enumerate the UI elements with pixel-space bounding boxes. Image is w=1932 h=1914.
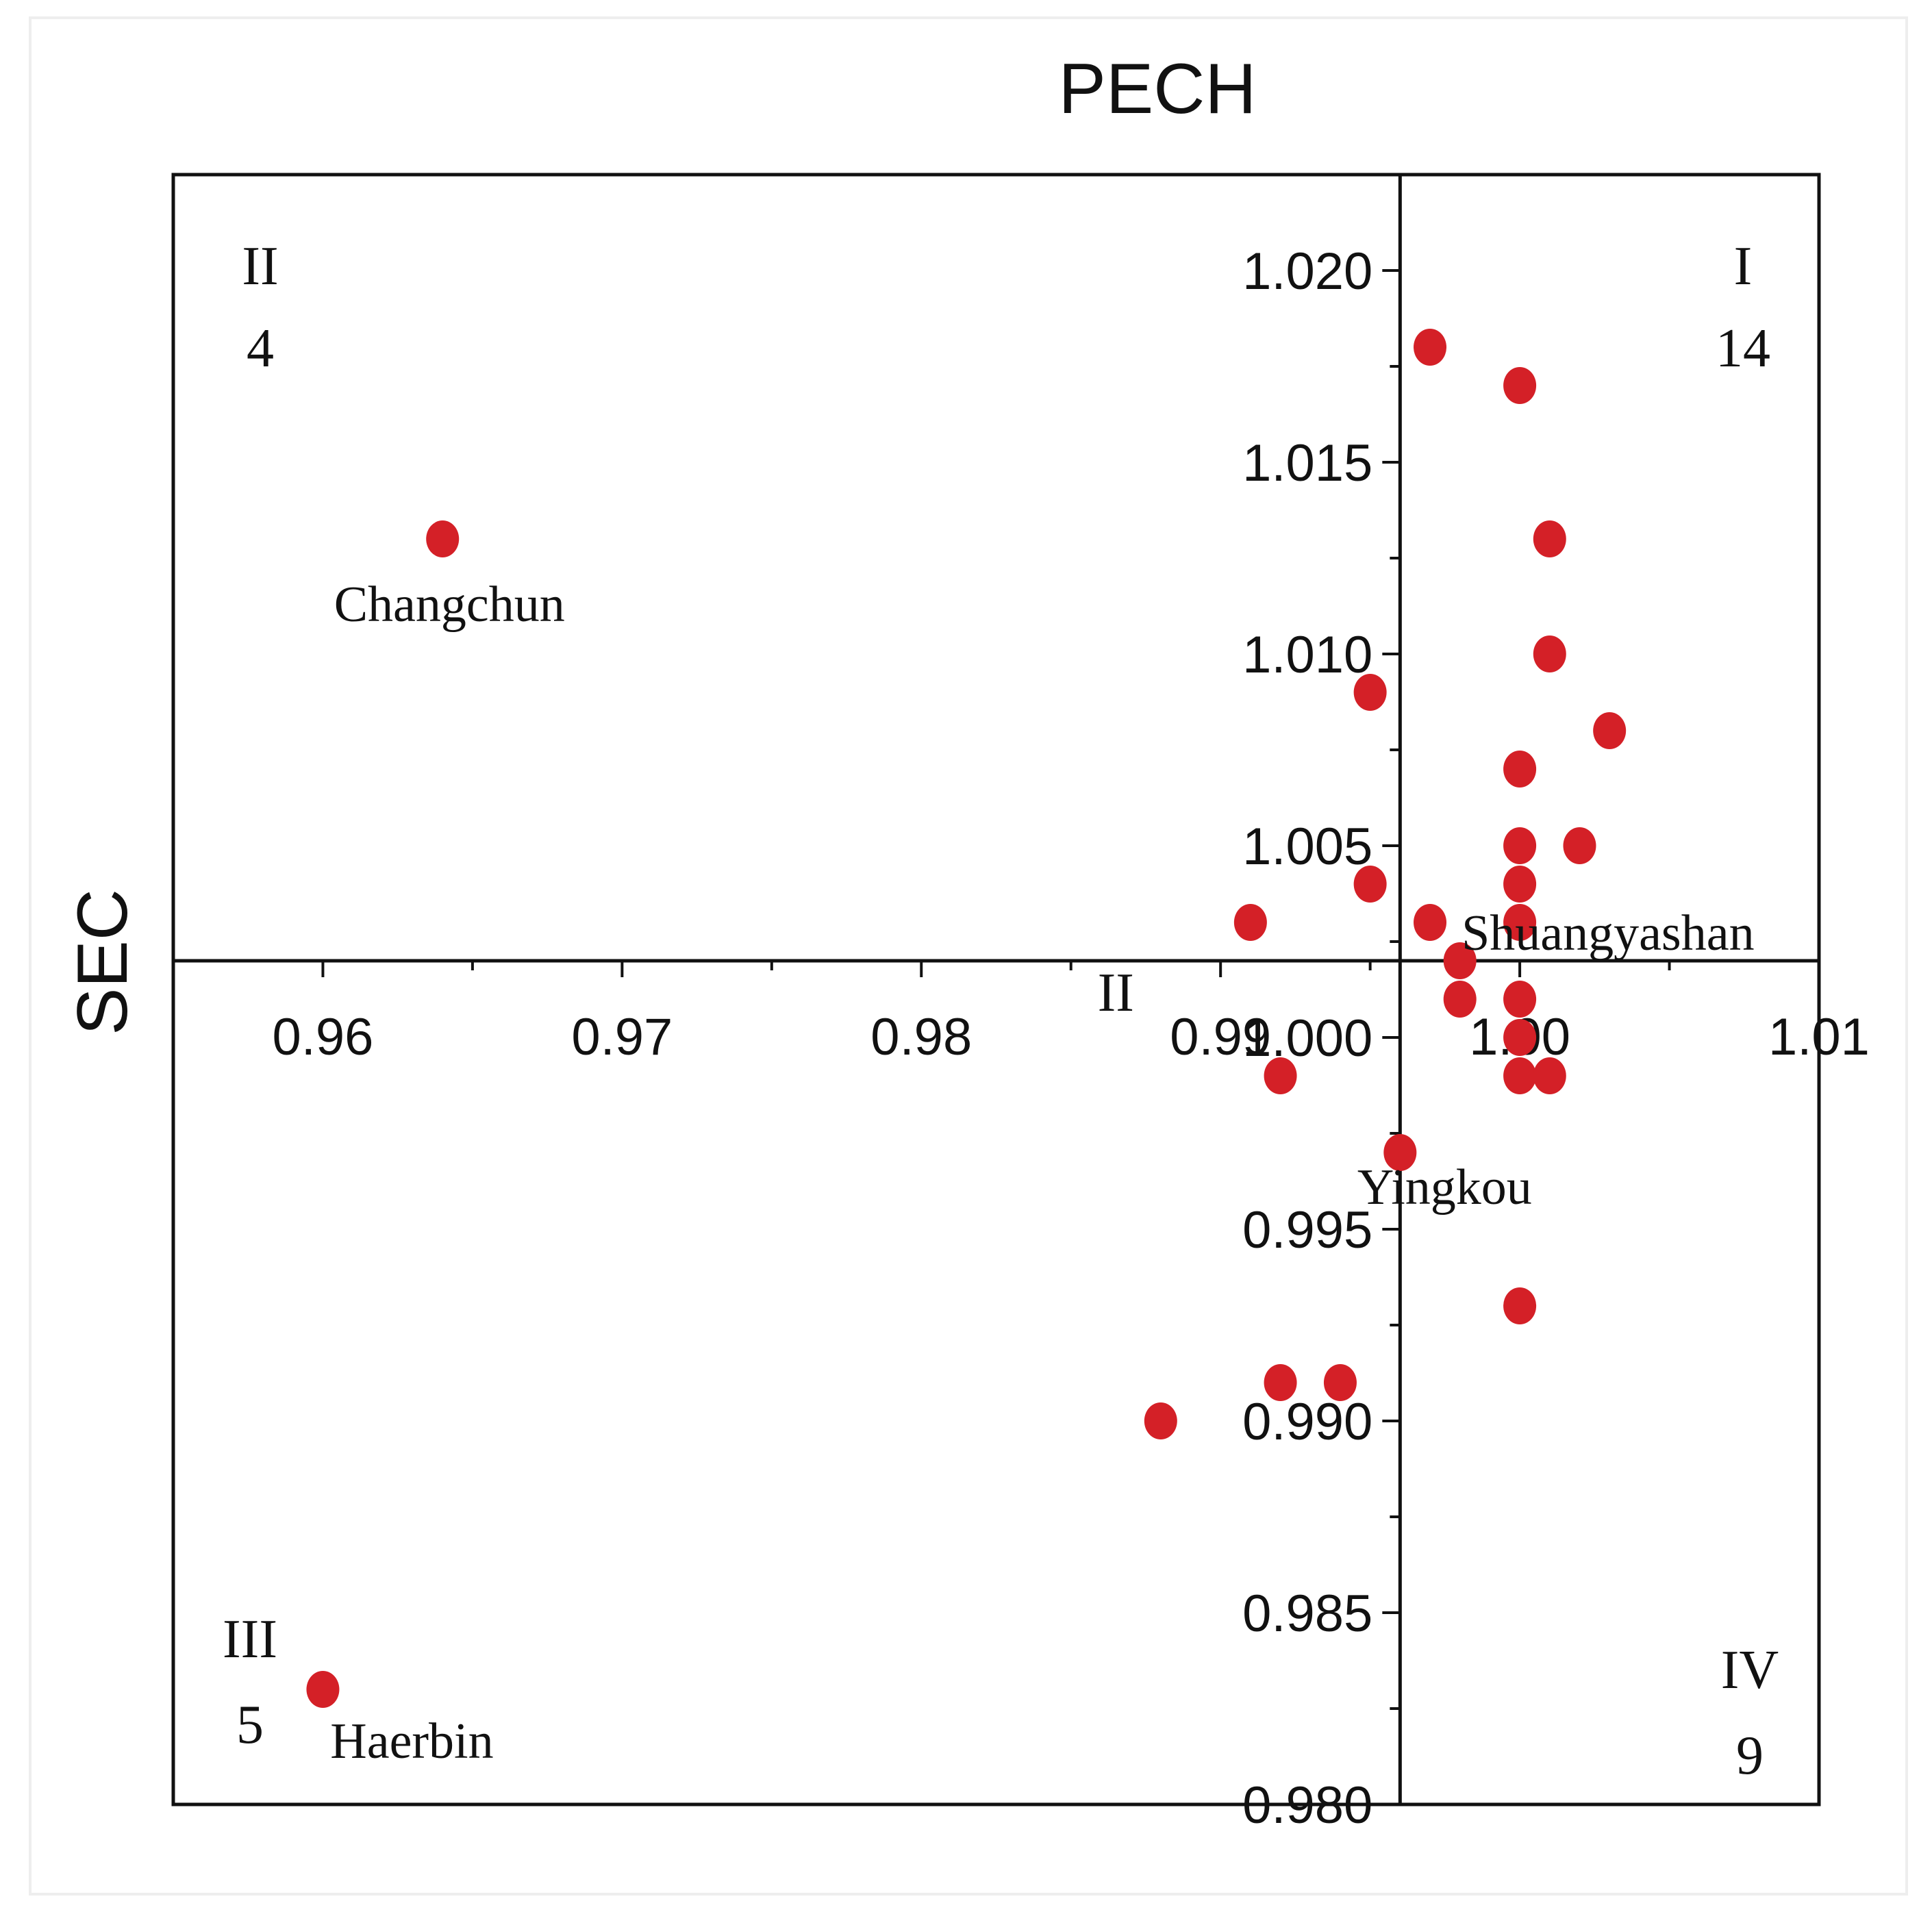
quadrant-numeral: II [242,236,278,297]
x-tick-label: 0.99 [1170,1008,1271,1066]
figure-border [29,16,1908,1896]
data-point [1503,981,1537,1018]
data-point [1503,1019,1537,1056]
y-tick-label: 1.005 [1242,818,1372,876]
data-point [1414,904,1447,941]
data-point [426,520,460,557]
data-point [1503,1287,1537,1324]
quadrant-count: 14 [1716,318,1770,379]
data-point [1144,1402,1177,1439]
y-tick-label: 1.000 [1242,1009,1372,1068]
data-point [1443,942,1477,979]
quadrant-annotation: II [1098,963,1134,1023]
data-point [1503,367,1537,404]
data-point [1503,751,1537,788]
data-point [1533,520,1566,557]
data-point [1353,674,1387,711]
y-tick-label: 0.990 [1242,1393,1372,1451]
point-label: Shuangyashan [1461,905,1755,961]
data-point [1414,329,1447,366]
y-axis-title: SEC [63,889,142,1035]
point-label: Changchun [334,577,565,633]
point-label: Haerbin [330,1713,493,1770]
point-label: Yingkou [1357,1159,1532,1216]
quadrant-labels: I 14 II 4 III 5 IV 9 II [223,236,1779,1786]
data-point [1593,712,1627,749]
x-tick-label: 0.96 [272,1008,373,1066]
y-tick-label: 1.015 [1242,434,1372,492]
data-point [1503,827,1537,864]
axes [173,175,1819,1804]
data-point [1533,1057,1566,1094]
data-point [1383,1134,1417,1171]
data-point [306,1671,340,1708]
x-tick-label: 0.97 [571,1008,673,1066]
x-axis-title: PECH [1059,49,1257,129]
plot-frame [171,173,1821,1806]
quadrant-numeral: I [1734,236,1753,297]
y-tick-label: 1.020 [1242,242,1372,301]
data-point [1264,1364,1297,1401]
data-point [1233,904,1267,941]
data-point [1503,1057,1537,1094]
ticks: 0.960.970.980.991.001.010.9800.9850.9900… [272,242,1869,1835]
y-tick-label: 0.985 [1242,1585,1372,1643]
quadrant-numeral: IV [1721,1640,1779,1700]
x-tick-label: 0.98 [870,1008,972,1066]
data-point [1503,866,1537,903]
data-point [1443,981,1477,1018]
quadrant-count: 4 [247,318,274,379]
data-point [1353,866,1387,903]
y-tick-label: 1.010 [1242,626,1372,684]
point-labels: Changchun Haerbin Shuangyashan Yingkou [330,577,1754,1770]
y-tick-label: 0.980 [1242,1776,1372,1835]
quadrant-count: 5 [236,1695,264,1755]
data-point [1563,827,1596,864]
quadrant-numeral: III [223,1609,277,1670]
data-point [1503,904,1537,941]
x-tick-label: 1.01 [1768,1008,1870,1066]
data-points [306,329,1627,1708]
quadrant-count: 9 [1736,1726,1764,1786]
data-point [1533,635,1566,672]
data-point [1264,1057,1297,1094]
data-point [1323,1364,1357,1401]
y-tick-label: 0.995 [1242,1201,1372,1259]
